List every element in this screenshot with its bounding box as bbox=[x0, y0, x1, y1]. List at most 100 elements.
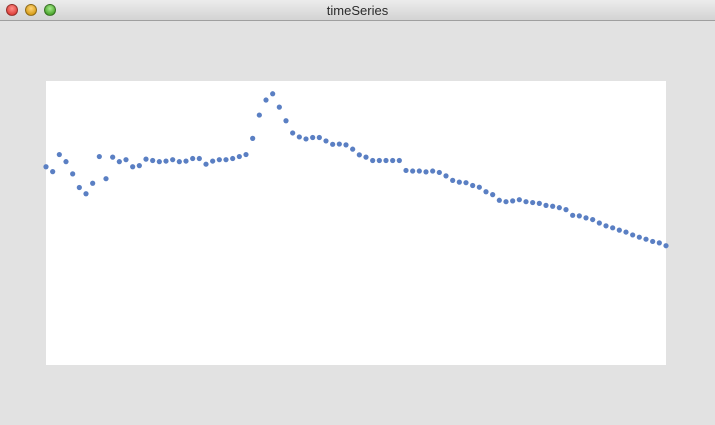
data-point bbox=[210, 158, 216, 164]
data-point bbox=[343, 142, 349, 148]
data-point bbox=[496, 197, 502, 203]
data-point bbox=[610, 225, 616, 231]
data-point bbox=[270, 91, 276, 97]
time-series-chart bbox=[43, 81, 669, 365]
data-point bbox=[316, 134, 322, 141]
zoom-window-icon[interactable] bbox=[44, 4, 56, 16]
data-point bbox=[563, 207, 569, 213]
data-point bbox=[296, 134, 302, 140]
data-point bbox=[603, 223, 609, 229]
data-point bbox=[596, 220, 602, 226]
data-point bbox=[470, 182, 476, 189]
close-window-icon[interactable] bbox=[6, 4, 18, 16]
data-point bbox=[450, 177, 456, 183]
data-point bbox=[443, 173, 449, 179]
data-point bbox=[236, 153, 242, 160]
data-point bbox=[223, 157, 229, 163]
data-point bbox=[83, 191, 89, 197]
data-point bbox=[136, 163, 142, 169]
data-point bbox=[396, 157, 402, 164]
data-point bbox=[323, 138, 329, 144]
data-point bbox=[403, 167, 409, 174]
data-point bbox=[463, 180, 469, 186]
data-point bbox=[256, 112, 262, 118]
data-point bbox=[163, 158, 169, 164]
data-point bbox=[330, 141, 336, 147]
data-point bbox=[383, 157, 389, 164]
data-point bbox=[150, 157, 156, 164]
data-point bbox=[623, 229, 629, 235]
data-point bbox=[356, 152, 362, 158]
minimize-window-icon[interactable] bbox=[25, 4, 37, 16]
data-point bbox=[636, 234, 642, 240]
data-point bbox=[123, 157, 129, 163]
data-point bbox=[336, 141, 342, 147]
data-point bbox=[176, 159, 182, 165]
data-point bbox=[63, 159, 69, 165]
data-point bbox=[130, 164, 136, 170]
data-point bbox=[423, 169, 429, 175]
data-point bbox=[523, 199, 529, 205]
data-point bbox=[483, 189, 489, 195]
data-point bbox=[656, 240, 662, 246]
data-point bbox=[216, 157, 222, 163]
data-point bbox=[170, 157, 176, 163]
data-point bbox=[196, 155, 202, 162]
data-point bbox=[516, 197, 522, 203]
data-point bbox=[510, 198, 516, 204]
data-point bbox=[530, 199, 536, 206]
data-point bbox=[490, 192, 496, 198]
data-point bbox=[376, 157, 382, 164]
data-point bbox=[350, 146, 356, 152]
data-point bbox=[156, 159, 162, 165]
data-point bbox=[436, 169, 442, 176]
data-point bbox=[543, 202, 549, 208]
data-point bbox=[363, 154, 369, 160]
data-point bbox=[663, 243, 669, 249]
data-point bbox=[456, 179, 462, 185]
data-point bbox=[310, 134, 316, 141]
data-point bbox=[70, 171, 76, 177]
data-point bbox=[283, 118, 289, 124]
data-point bbox=[503, 199, 509, 205]
data-point bbox=[143, 156, 149, 162]
data-point bbox=[410, 168, 416, 174]
data-point bbox=[550, 203, 556, 209]
data-point bbox=[290, 130, 296, 136]
data-point bbox=[250, 135, 256, 141]
data-point bbox=[303, 136, 309, 142]
data-points bbox=[43, 91, 669, 249]
data-point bbox=[630, 232, 636, 238]
data-point bbox=[103, 176, 109, 182]
window-title: timeSeries bbox=[326, 3, 389, 18]
data-point bbox=[110, 154, 116, 160]
data-point bbox=[616, 227, 622, 233]
data-point bbox=[276, 104, 282, 110]
data-point bbox=[430, 168, 436, 174]
data-point bbox=[243, 151, 249, 158]
data-point bbox=[190, 155, 196, 162]
data-point bbox=[50, 169, 56, 175]
data-point bbox=[203, 161, 209, 167]
data-point bbox=[56, 151, 62, 158]
data-point bbox=[76, 184, 82, 191]
data-point bbox=[576, 213, 582, 219]
data-point bbox=[230, 155, 236, 162]
plot-area bbox=[46, 81, 666, 365]
title-bar[interactable]: timeSeries bbox=[0, 0, 715, 21]
data-point bbox=[590, 216, 596, 223]
data-point bbox=[43, 164, 49, 170]
data-point bbox=[416, 168, 422, 174]
data-point bbox=[570, 212, 576, 218]
window-content bbox=[0, 21, 715, 425]
data-point bbox=[476, 184, 482, 190]
data-point bbox=[536, 200, 542, 206]
data-point bbox=[583, 215, 589, 221]
data-point bbox=[370, 157, 376, 164]
data-point bbox=[390, 157, 396, 164]
data-point bbox=[183, 158, 189, 164]
data-point bbox=[643, 236, 649, 242]
data-point bbox=[556, 205, 562, 211]
data-point bbox=[90, 180, 96, 186]
